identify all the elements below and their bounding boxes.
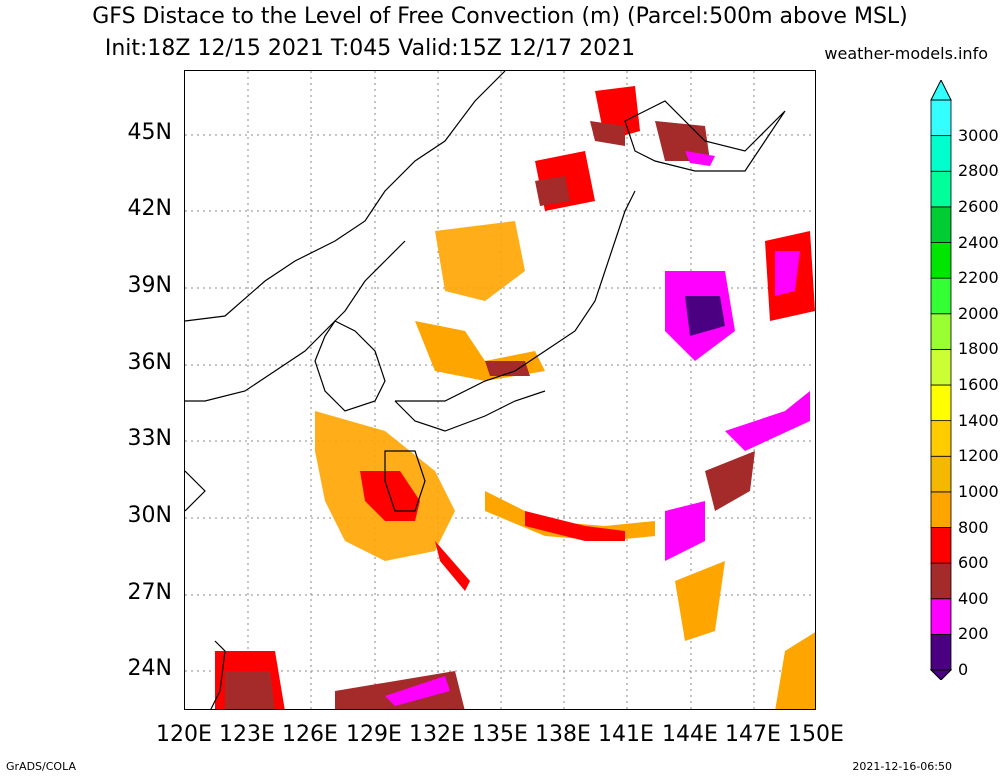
colorbar-label: 1200 <box>958 446 999 466</box>
lat-label-39n: 39N <box>127 273 172 298</box>
lon-label-144e: 144E <box>662 722 718 747</box>
footer-timestamp: 2021-12-16-06:50 <box>852 760 952 773</box>
colorbar-label: 200 <box>958 624 989 644</box>
colorbar-label: 600 <box>958 553 989 573</box>
lon-label-129e: 129E <box>346 722 402 747</box>
colorbar-swatch <box>930 277 952 315</box>
colorbar-swatch <box>930 633 952 671</box>
coastlines <box>185 71 786 709</box>
colorbar-label: 0 <box>958 660 969 679</box>
colorbar-swatch <box>930 170 952 208</box>
grid-lines <box>185 71 815 709</box>
footer-credit: GrADS/COLA <box>6 760 76 773</box>
lon-label-150e: 150E <box>788 722 844 747</box>
chart-subtitle: Init:18Z 12/15 2021 T:045 Valid:15Z 12/1… <box>104 36 636 61</box>
colorbar-swatch <box>930 455 952 493</box>
lon-label-138e: 138E <box>535 722 591 747</box>
lat-label-30n: 30N <box>127 503 172 528</box>
colorbar-swatch <box>930 206 952 243</box>
colorbar-label: 2200 <box>958 268 999 288</box>
colorbar-label: 3000 <box>958 125 999 145</box>
colorbar-label: 1600 <box>958 375 999 394</box>
map-panel <box>184 70 816 710</box>
lat-label-42n: 42N <box>127 196 172 221</box>
colorbar-label: 2800 <box>958 161 999 181</box>
lat-label-24n: 24N <box>127 656 172 681</box>
colorbar-swatch <box>930 135 952 172</box>
colorbar-label: 400 <box>958 588 989 608</box>
colorbar-swatch <box>930 491 952 528</box>
colorbar-label: 1400 <box>958 410 999 430</box>
colorbar-swatch <box>930 313 952 350</box>
colorbar-swatch <box>930 562 952 600</box>
lat-label-33n: 33N <box>127 426 172 451</box>
chart-title: GFS Distace to the Level of Free Convect… <box>92 4 908 29</box>
site-credit: weather-models.info <box>824 44 988 63</box>
colorbar-max-arrow <box>930 80 952 101</box>
lon-label-126e: 126E <box>282 722 338 747</box>
colorbar <box>930 80 952 680</box>
colorbar-swatch <box>930 598 952 635</box>
colorbar-swatch <box>930 384 952 422</box>
lon-label-123e: 123E <box>219 722 275 747</box>
lat-label-36n: 36N <box>127 350 172 375</box>
lon-label-135e: 135E <box>472 722 528 747</box>
colorbar-label: 800 <box>958 517 989 537</box>
colorbar-label: 2600 <box>958 196 999 216</box>
colorbar-min-arrow <box>930 669 952 680</box>
lat-label-45n: 45N <box>127 120 172 145</box>
colorbar-swatch <box>930 527 952 564</box>
lon-label-120e: 120E <box>156 722 212 747</box>
colorbar-label: 2400 <box>958 232 999 252</box>
colorbar-swatch <box>930 348 952 386</box>
colorbar-label: 2000 <box>958 303 999 323</box>
lat-label-27n: 27N <box>127 580 172 605</box>
lon-label-147e: 147E <box>725 722 781 747</box>
colorbar-swatch <box>930 420 952 457</box>
lfc-shading <box>215 86 815 709</box>
colorbar-swatch <box>930 99 952 137</box>
colorbar-label: 1800 <box>958 339 999 359</box>
colorbar-label: 1000 <box>958 481 999 501</box>
lon-label-132e: 132E <box>409 722 465 747</box>
colorbar-swatch <box>930 242 952 279</box>
lon-label-141e: 141E <box>598 722 654 747</box>
map-canvas <box>185 71 815 709</box>
